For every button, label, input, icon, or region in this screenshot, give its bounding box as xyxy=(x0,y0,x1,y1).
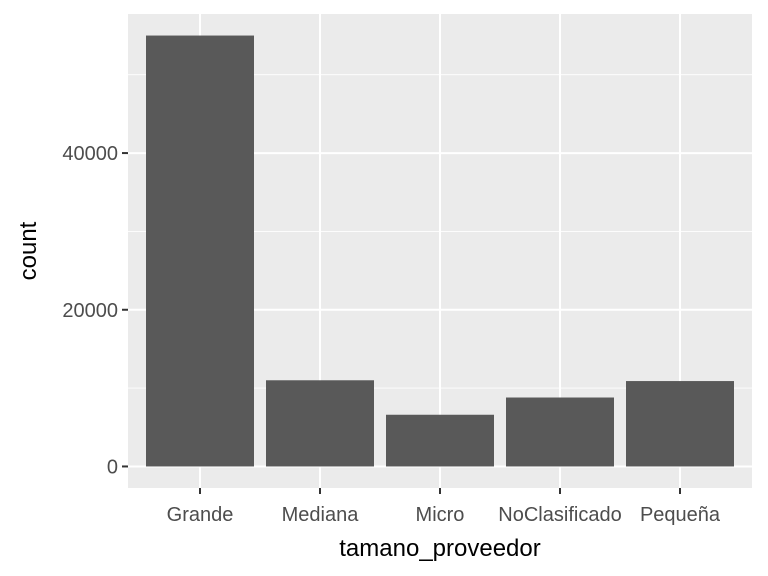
x-tick-label: Mediana xyxy=(282,504,360,526)
y-tick-label: 20000 xyxy=(62,300,118,322)
x-tick-label: NoClasificado xyxy=(498,504,621,526)
x-tick-label: Grande xyxy=(167,504,234,526)
bar-mediana xyxy=(266,380,374,467)
x-axis-title: tamano_proveedor xyxy=(339,535,540,562)
bar-grande xyxy=(146,35,254,467)
bar-noclasificado xyxy=(506,397,614,467)
bars xyxy=(146,35,734,467)
x-tick-label: Micro xyxy=(416,504,465,526)
bar-micro xyxy=(386,414,494,467)
bar-peque-a xyxy=(626,381,734,467)
y-axis-title: count xyxy=(15,221,42,280)
x-axis: Grande Mediana Micro NoClasificado Pequeña xyxy=(167,488,721,526)
y-tick-label: 40000 xyxy=(62,143,118,165)
x-tick-label: Pequeña xyxy=(640,504,721,526)
y-axis: 0 20000 40000 xyxy=(62,143,128,478)
y-tick-label: 0 xyxy=(107,456,118,478)
